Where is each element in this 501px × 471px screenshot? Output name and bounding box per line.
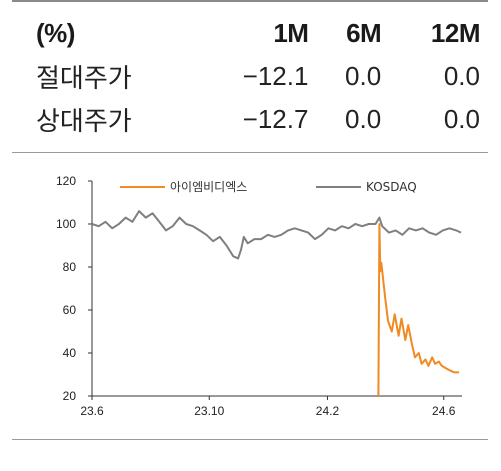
row-value-12m: 0.0 [443, 61, 480, 91]
x-tick-label: 24.2 [316, 404, 340, 418]
chart-bottom-rule [12, 439, 488, 440]
row-value-6m: 0.0 [345, 104, 382, 134]
series-line-company [377, 223, 460, 397]
y-tick-label: 120 [56, 174, 76, 188]
row-value-6m: 0.0 [345, 61, 382, 91]
row-label: 상대주가 [36, 106, 132, 136]
legend-label: KOSDAQ [366, 180, 417, 194]
series-line-kosdaq [91, 210, 462, 260]
y-tick-label: 40 [63, 346, 77, 360]
table-row-relative: 상대주가 −12.7 0.0 0.0 [36, 98, 480, 141]
row-label: 절대주가 [36, 63, 132, 93]
header-unit: (%) [36, 18, 75, 48]
table-header-row: (%) 1M 6M 12M [36, 12, 480, 55]
table-top-rule [12, 0, 488, 2]
header-12m: 12M [430, 18, 481, 48]
row-value-1m: −12.1 [242, 61, 309, 91]
header-6m: 6M [346, 18, 382, 48]
y-tick-label: 100 [56, 217, 76, 231]
chart-top-rule [12, 152, 488, 153]
row-value-1m: −12.7 [242, 104, 309, 134]
x-tick-label: 24.6 [432, 404, 456, 418]
x-tick-label: 23.6 [80, 404, 104, 418]
performance-table: (%) 1M 6M 12M 절대주가 −12.1 0.0 0.0 상대주가 −1… [36, 12, 480, 141]
header-1m: 1M [273, 18, 309, 48]
row-value-12m: 0.0 [443, 104, 480, 134]
y-tick-label: 20 [63, 389, 77, 403]
x-tick-label: 23.10 [194, 404, 224, 418]
y-tick-label: 80 [63, 260, 77, 274]
legend-label: 아이엠비디엑스 [170, 180, 247, 194]
table-row-absolute: 절대주가 −12.1 0.0 0.0 [36, 55, 480, 98]
y-tick-label: 60 [63, 303, 77, 317]
